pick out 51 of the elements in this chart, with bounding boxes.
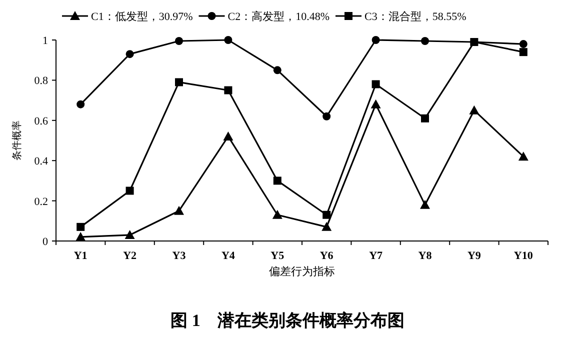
legend-label: C3：混合型，58.55% [364, 10, 466, 23]
point [174, 206, 184, 215]
x-tick-label: Y7 [369, 250, 384, 262]
point [322, 112, 331, 120]
point [126, 186, 134, 195]
y-tick-label: 0.2 [34, 196, 48, 208]
point [372, 36, 380, 44]
point [421, 114, 429, 122]
text: 图 1 潜在类别条件概率分布图 [170, 311, 404, 330]
point [322, 222, 332, 231]
y-tick-label: 1 [42, 35, 48, 47]
point [175, 78, 183, 86]
x-tick-label: Y4 [221, 250, 236, 262]
point [124, 230, 135, 239]
point [519, 48, 528, 56]
legend-label: C1：低发型，30.97% [91, 11, 193, 23]
point [76, 222, 85, 231]
point [272, 210, 282, 219]
x-tick-label: Y3 [172, 250, 186, 262]
point [372, 80, 380, 88]
y-tick-label: 0 [42, 236, 48, 248]
x-tick-label: Y6 [320, 250, 334, 262]
point [469, 105, 480, 114]
point [470, 38, 478, 46]
point [370, 99, 381, 108]
y-axis-title: 条件概率 [11, 120, 23, 160]
point [223, 131, 234, 140]
x-tick-label: Y9 [467, 250, 482, 262]
x-tick-label: Y10 [514, 250, 534, 262]
point [76, 232, 86, 241]
point [224, 86, 232, 94]
x-tick-label: Y1 [74, 250, 88, 262]
x-tick-label: Y8 [418, 250, 432, 262]
point [273, 66, 282, 74]
point [519, 40, 528, 48]
y-tick-label: 0.6 [34, 115, 48, 128]
y-tick-label: 0.8 [34, 75, 48, 88]
x-axis-title: 偏差行为指标 [269, 265, 335, 278]
point [273, 176, 282, 185]
point [175, 37, 183, 46]
point [126, 50, 134, 58]
x-tick-label: Y5 [270, 250, 285, 262]
point [518, 152, 528, 161]
point [421, 37, 429, 46]
y-tick-label: 0.4 [34, 156, 48, 168]
point [76, 100, 85, 108]
x-tick-label: Y2 [123, 250, 138, 262]
point [224, 36, 232, 44]
point [322, 210, 331, 219]
legend-label: C2：高发型，10.48% [228, 10, 330, 23]
point [420, 200, 430, 209]
